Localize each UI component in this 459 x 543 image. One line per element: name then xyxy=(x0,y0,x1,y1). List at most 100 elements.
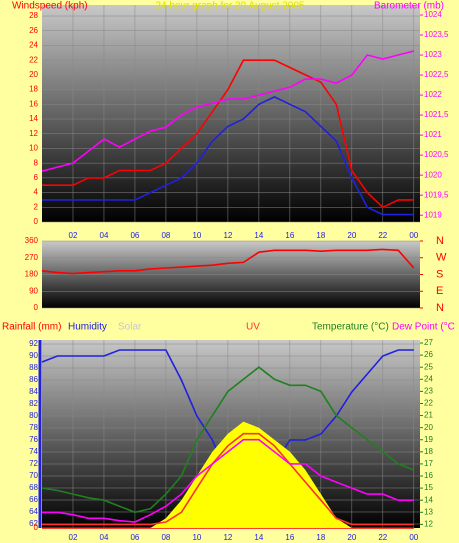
y-tick-label: 84 xyxy=(29,387,38,396)
y2-tick-label: N xyxy=(436,302,444,314)
y-tick-label: 22 xyxy=(29,55,38,64)
line xyxy=(41,248,415,275)
x-tick-label: 12 xyxy=(223,231,232,240)
y2-tick-label: 1019 xyxy=(424,210,442,219)
y2-tick-label: 1021,5 xyxy=(424,110,449,119)
y2-tick-label: 1020 xyxy=(424,170,442,179)
x-tick-label: 20 xyxy=(347,533,356,542)
y-tick-label: 6 xyxy=(34,173,39,182)
legend-label: Rainfall (mm) xyxy=(2,322,61,333)
y-tick-label: 20 xyxy=(29,70,38,79)
x-tick-label: 22 xyxy=(378,533,387,542)
y-tick-label: 24 xyxy=(29,41,38,50)
y2-tick-label: E xyxy=(436,285,443,297)
x-tick-label: 08 xyxy=(161,231,170,240)
x-tick-label: 14 xyxy=(254,231,263,240)
y-tick-label: 360 xyxy=(25,236,39,245)
y-tick-label: 92 xyxy=(29,339,38,348)
y-tick-label: 74 xyxy=(29,447,38,456)
y2-tick-label: 1024 xyxy=(424,10,442,19)
line xyxy=(41,50,414,172)
legend-label: UV xyxy=(246,322,260,333)
y-tick-label: 72 xyxy=(29,459,38,468)
x-tick-label: 08 xyxy=(161,533,170,542)
y2-tick-label: 24 xyxy=(424,374,433,383)
y2-axis-label: Barometer (mb) xyxy=(374,1,444,12)
y-tick-label: 14 xyxy=(29,114,38,123)
y2-tick-label: 1023 xyxy=(424,50,442,59)
y-tick-label: 90 xyxy=(29,286,38,295)
y-tick-label: 68 xyxy=(29,483,38,492)
y-tick-label: 70 xyxy=(29,471,38,480)
plot-area xyxy=(42,5,420,222)
y2-tick-label: 13 xyxy=(424,507,433,516)
y-tick-label: 62 xyxy=(29,519,38,528)
y2-tick-label: 1020,5 xyxy=(424,150,449,159)
y-tick-label: 64 xyxy=(29,507,38,516)
x-tick-label: 02 xyxy=(69,533,78,542)
y2-tick-label: 21 xyxy=(424,411,433,420)
legend-label: Solar xyxy=(118,322,142,333)
y2-tick-label: 15 xyxy=(424,483,433,492)
y2-tick-label: 20 xyxy=(424,423,433,432)
x-tick-label: 16 xyxy=(285,231,294,240)
x-tick-label: 20 xyxy=(347,231,356,240)
y-tick-label: 18 xyxy=(29,85,38,94)
y-tick-label: 28 xyxy=(29,11,38,20)
y2-tick-label: 17 xyxy=(424,459,433,468)
x-tick-label: 14 xyxy=(254,533,263,542)
x-tick-label: 10 xyxy=(192,231,201,240)
y-tick-label: 0 xyxy=(34,217,39,226)
y-tick-label: 16 xyxy=(29,99,38,108)
chart-title: 24 hour graph for 20 August 2005 xyxy=(155,1,304,12)
y2-tick-label: 1019,5 xyxy=(424,190,449,199)
y-tick-label: 78 xyxy=(29,423,38,432)
x-tick-label: 22 xyxy=(378,231,387,240)
y-tick-label: 10 xyxy=(29,144,38,153)
line xyxy=(42,432,414,526)
legend-label: Dew Point (°C xyxy=(392,322,455,333)
x-tick-label: 18 xyxy=(316,533,325,542)
x-tick-label: 12 xyxy=(223,533,232,542)
y-axis-label: Windspeed (kph) xyxy=(12,1,88,12)
y2-tick-label: 25 xyxy=(424,362,433,371)
x-tick-label: 02 xyxy=(69,231,78,240)
y2-tick-label: 12 xyxy=(424,519,433,528)
y-tick-label: 80 xyxy=(29,411,38,420)
x-tick-label: 10 xyxy=(192,533,201,542)
y-tick-label: 270 xyxy=(25,253,39,262)
y2-tick-label: 19 xyxy=(424,435,433,444)
x-tick-label: 04 xyxy=(100,231,109,240)
legend-label: Humidity xyxy=(68,322,107,333)
y2-tick-label: 23 xyxy=(424,386,433,395)
y2-tick-label: 16 xyxy=(424,471,433,480)
x-tick-label: 00 xyxy=(409,533,418,542)
x-tick-label: 16 xyxy=(285,533,294,542)
line xyxy=(42,438,414,523)
y2-tick-label: S xyxy=(436,268,443,280)
y2-tick-label: W xyxy=(436,252,447,264)
legend-label: Temperature (°C) xyxy=(312,322,389,333)
y2-tick-label: 27 xyxy=(424,338,433,347)
y2-tick-label: 26 xyxy=(424,350,433,359)
y-tick-label: 180 xyxy=(25,270,39,279)
y-tick-label: 4 xyxy=(34,188,39,197)
line xyxy=(41,366,415,514)
y2-tick-label: 22 xyxy=(424,399,433,408)
y-tick-label: 12 xyxy=(29,129,38,138)
y-tick-label: 76 xyxy=(29,435,38,444)
y-tick-label: 26 xyxy=(29,26,38,35)
x-tick-label: 06 xyxy=(130,231,139,240)
y-tick-label: 2 xyxy=(34,202,39,211)
line xyxy=(42,96,414,216)
area xyxy=(42,421,414,528)
y2-tick-label: 18 xyxy=(424,447,433,456)
x-tick-label: 06 xyxy=(130,533,139,542)
x-tick-label: 18 xyxy=(316,231,325,240)
y2-tick-label: 14 xyxy=(424,495,433,504)
x-tick-label: 00 xyxy=(409,231,418,240)
y-tick-label: 0 xyxy=(34,303,39,312)
line xyxy=(42,59,414,209)
y2-tick-label: 1022,5 xyxy=(424,70,449,79)
